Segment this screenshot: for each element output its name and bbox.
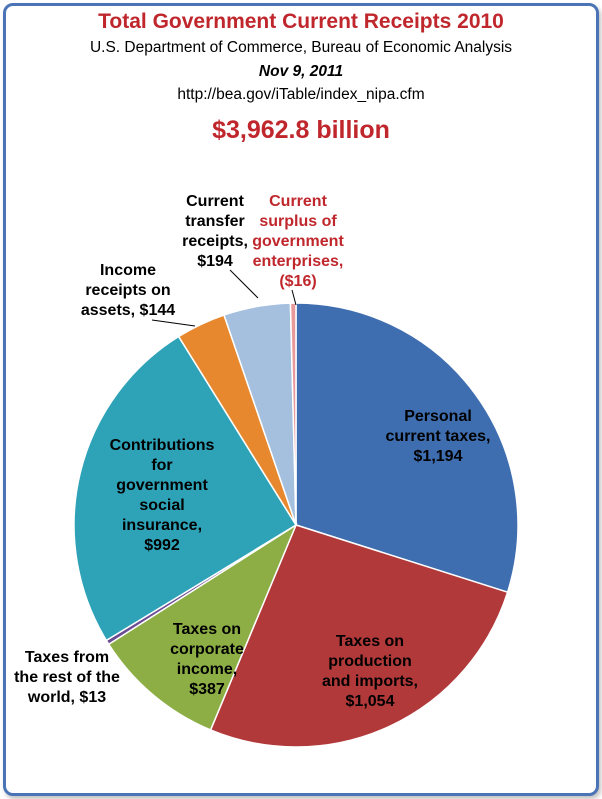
pie-slice-contributions-for-government-social-insurance [73,335,298,642]
label-personal-current-taxes: Personal current taxes, $1,194 [385,408,491,465]
label-income-receipts-on-assets: Income receipts on assets, $144 [80,262,176,319]
label-taxes-on-corporate-income: Taxes on corporate income, $387 [170,621,244,698]
label-taxes-on-production: Taxes on production and imports, $1,054 [321,633,418,710]
pie-slice-taxes-on-production-and-imports [209,524,509,748]
pie-slice-current-surplus-of-government-enterprises [289,302,297,526]
leader-line-transfer-receipts [229,269,259,299]
label-current-transfer-receipts: Current transfer receipts, $194 [182,193,248,270]
url-line: http://bea.gov/iTable/index_nipa.cfm [177,86,425,103]
total-amount: $3,962.8 billion [212,116,390,144]
label-social-insurance: Contributions for government social insu… [109,437,215,554]
date-line: Nov 9, 2011 [258,63,344,80]
pie-slice-personal-current-taxes [295,302,519,594]
label-taxes-from-rest-of-world: Taxes from the rest of the world, $13 [14,649,120,706]
pie-slice-taxes-on-corporate-income [107,523,298,731]
source-line: U.S. Department of Commerce, Bureau of E… [89,39,513,56]
chart-title: Total Government Current Receipts 2010 [98,10,504,33]
leader-line-surplus-enterprises [291,289,297,306]
leader-line-income-receipts [151,319,196,327]
label-current-surplus-enterprises: Current surplus of government enterprise… [252,193,344,290]
